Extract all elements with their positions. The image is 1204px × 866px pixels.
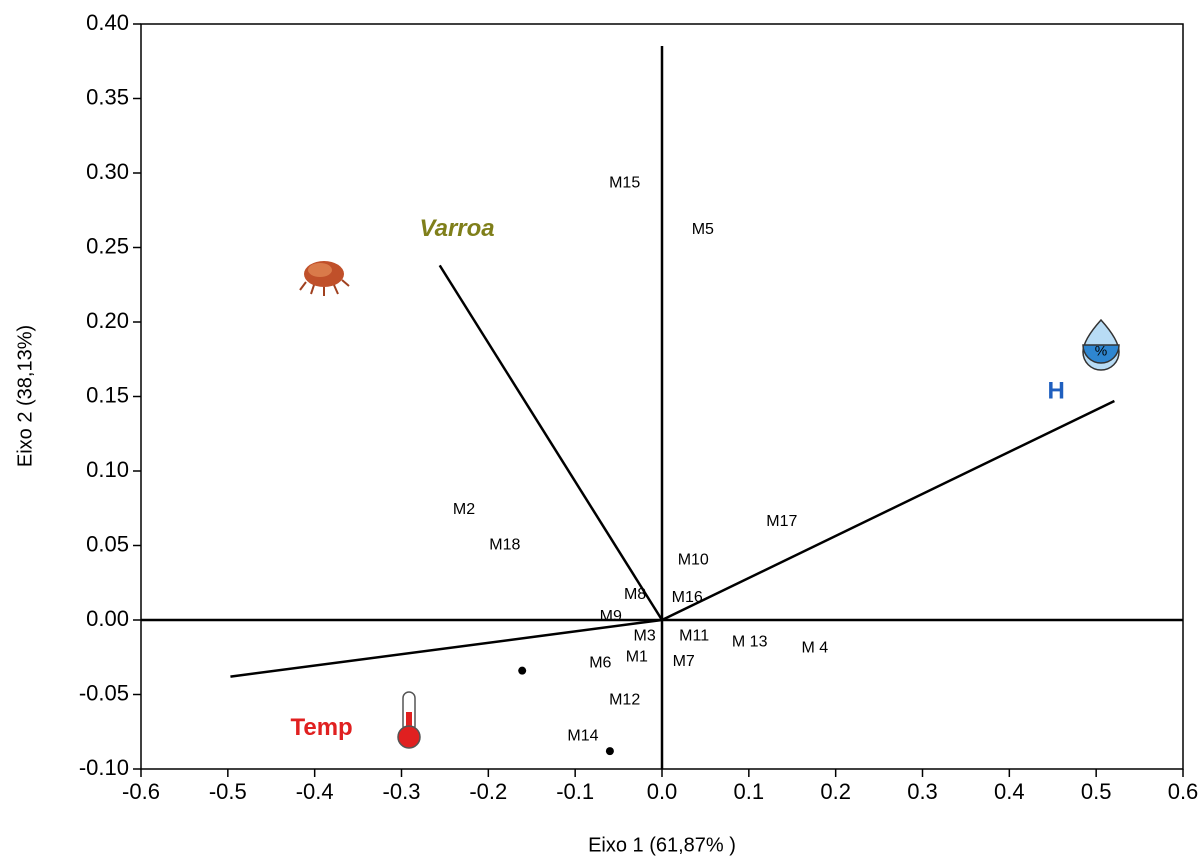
point-marker (605, 747, 614, 756)
x-tick-label: -0.3 (383, 779, 421, 804)
point-label: M2 (453, 501, 475, 518)
vector-label: H (1048, 377, 1065, 404)
x-tick-label: 0.4 (994, 779, 1025, 804)
y-tick-label: 0.35 (86, 84, 129, 109)
y-tick-label: 0.25 (86, 233, 129, 258)
x-tick-label: 0.0 (647, 779, 678, 804)
x-tick-label: 0.5 (1081, 779, 1112, 804)
humidity-icon: % (1082, 318, 1120, 371)
y-tick-label: 0.20 (86, 308, 129, 333)
vector-label: Temp (290, 714, 352, 741)
point-label: M18 (489, 537, 520, 554)
y-tick-label: 0.05 (86, 531, 129, 556)
y-tick-label: 0.30 (86, 159, 129, 184)
loading-vector (438, 264, 664, 621)
point-label: M11 (679, 628, 709, 645)
icon-text: % (1095, 343, 1107, 359)
point-label: M3 (634, 628, 656, 645)
y-tick-label: 0.00 (86, 606, 129, 631)
y-axis-label: Eixo 2 (38,13%) (14, 325, 36, 467)
x-tick-label: 0.6 (1168, 779, 1199, 804)
point-label: M7 (673, 653, 695, 670)
x-tick-label: -0.5 (209, 779, 247, 804)
y-tick-label: -0.05 (79, 680, 129, 705)
x-tick-label: 0.2 (820, 779, 851, 804)
x-tick-label: 0.3 (907, 779, 938, 804)
x-tick-label: -0.2 (469, 779, 507, 804)
loading-vector (661, 399, 1115, 622)
point-label: M1 (626, 648, 648, 665)
point-label: M12 (609, 692, 640, 709)
point-label: M6 (589, 654, 611, 671)
x-tick-label: -0.4 (296, 779, 334, 804)
x-tick-label: -0.1 (556, 779, 594, 804)
y-tick-label: 0.15 (86, 382, 129, 407)
point-label: M15 (609, 175, 640, 192)
x-tick-label: -0.6 (122, 779, 160, 804)
point-marker (518, 666, 527, 675)
x-tick-label: 0.1 (734, 779, 765, 804)
point-label: M14 (567, 727, 598, 744)
point-label: M9 (600, 608, 622, 625)
y-tick-label: -0.10 (79, 755, 129, 780)
y-tick-label: 0.40 (86, 10, 129, 35)
point-label: M8 (624, 586, 646, 603)
mite-icon (299, 261, 350, 296)
thermometer-icon (397, 691, 421, 749)
point-label: M5 (692, 221, 714, 238)
point-label: M 13 (732, 634, 768, 651)
vector-label: Varroa (419, 215, 494, 242)
point-label: M17 (766, 513, 797, 530)
x-axis-label: Eixo 1 (61,87% ) (588, 834, 736, 856)
point-label: M 4 (801, 640, 828, 657)
point-label: M10 (678, 552, 709, 569)
point-label: M16 (672, 589, 703, 606)
loading-vector (230, 618, 663, 678)
y-tick-label: 0.10 (86, 457, 129, 482)
